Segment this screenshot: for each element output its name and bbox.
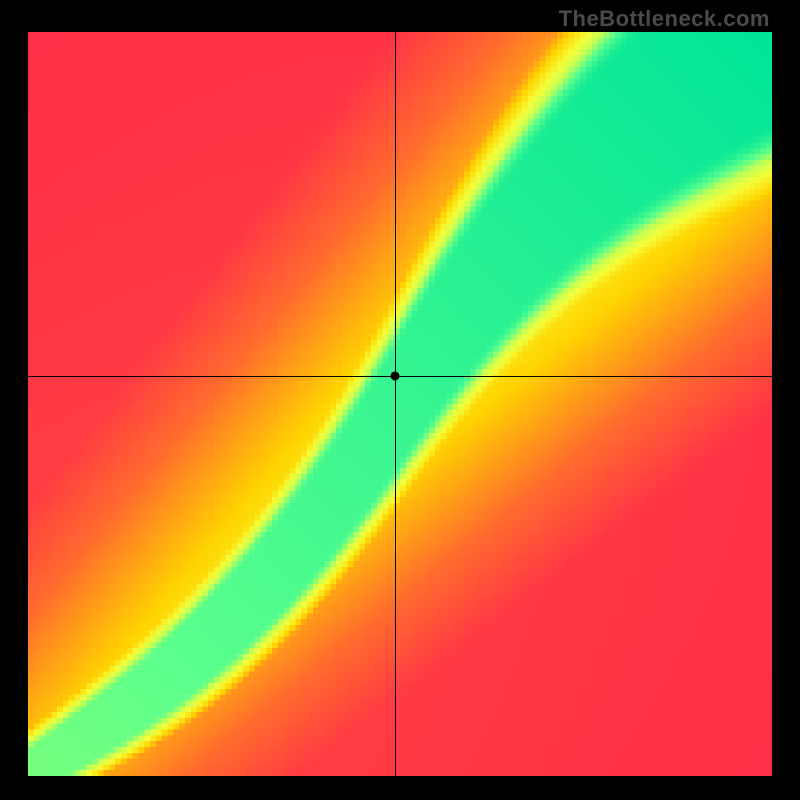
watermark-text: TheBottleneck.com [559, 6, 770, 32]
heatmap-plot-area [28, 32, 772, 776]
crosshair-vertical [395, 32, 396, 776]
crosshair-horizontal [28, 376, 772, 377]
crosshair-marker [390, 372, 399, 381]
figure-root: TheBottleneck.com [0, 0, 800, 800]
heatmap-canvas [28, 32, 772, 776]
